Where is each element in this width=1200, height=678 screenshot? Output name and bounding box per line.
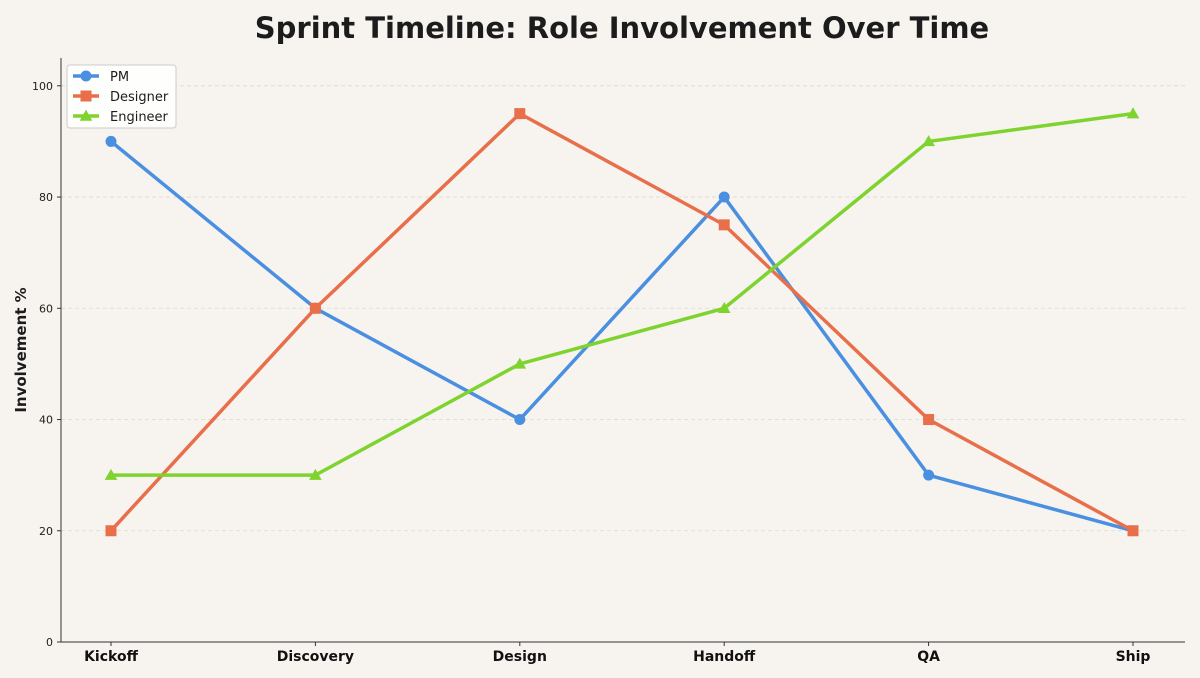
legend: PM Designer Engineer [66, 64, 177, 129]
legend-marker [80, 70, 92, 82]
legend-marker [80, 90, 92, 102]
series-designer [105, 108, 1139, 537]
series-group [104, 107, 1140, 537]
data-point [105, 525, 117, 537]
data-point [718, 191, 730, 203]
data-point [923, 414, 935, 426]
y-axis-ticks: 0 20 40 60 80 100 [32, 80, 61, 649]
data-point [1127, 525, 1139, 537]
series-engineer [104, 107, 1140, 480]
data-point [514, 414, 526, 426]
data-point [717, 301, 731, 314]
x-axis-ticks: Kickoff Discovery Design Handoff QA Ship [84, 642, 1150, 665]
data-point [105, 135, 117, 147]
legend-label: PM [110, 70, 129, 85]
legend-box [66, 64, 177, 129]
chart-title: Sprint Timeline: Role Involvement Over T… [255, 11, 989, 45]
legend-label: Designer [110, 90, 169, 105]
data-point [923, 469, 935, 481]
legend-item-pm: PM [73, 70, 129, 85]
y-tick-label: 0 [46, 636, 53, 649]
data-point [309, 468, 322, 480]
data-point [514, 108, 526, 120]
series-line [109, 139, 1135, 533]
legend-item-designer: Designer [73, 90, 169, 105]
x-tick-label: Ship [1116, 649, 1151, 665]
data-point [1126, 107, 1140, 119]
series-line [109, 111, 1135, 477]
data-point [922, 135, 935, 147]
x-tick-label: Handoff [693, 649, 756, 665]
x-tick-label: Design [493, 649, 547, 665]
data-point [718, 219, 730, 231]
x-tick-label: Kickoff [84, 649, 138, 665]
x-tick-label: Discovery [277, 649, 354, 665]
legend-item-engineer: Engineer [73, 109, 169, 125]
y-tick-label: 100 [32, 80, 53, 93]
data-point [309, 302, 321, 314]
legend-label: Engineer [110, 110, 169, 125]
y-tick-label: 60 [39, 302, 53, 315]
legend-marker [79, 109, 93, 121]
y-axis-label: Involvement % [12, 287, 30, 412]
axes [60, 58, 1185, 643]
x-tick-label: QA [917, 649, 940, 665]
data-point [104, 468, 118, 480]
series-line [109, 111, 1135, 533]
y-tick-label: 20 [39, 525, 53, 538]
y-tick-label: 80 [39, 191, 53, 204]
data-point [513, 357, 527, 369]
y-tick-label: 40 [39, 414, 53, 427]
